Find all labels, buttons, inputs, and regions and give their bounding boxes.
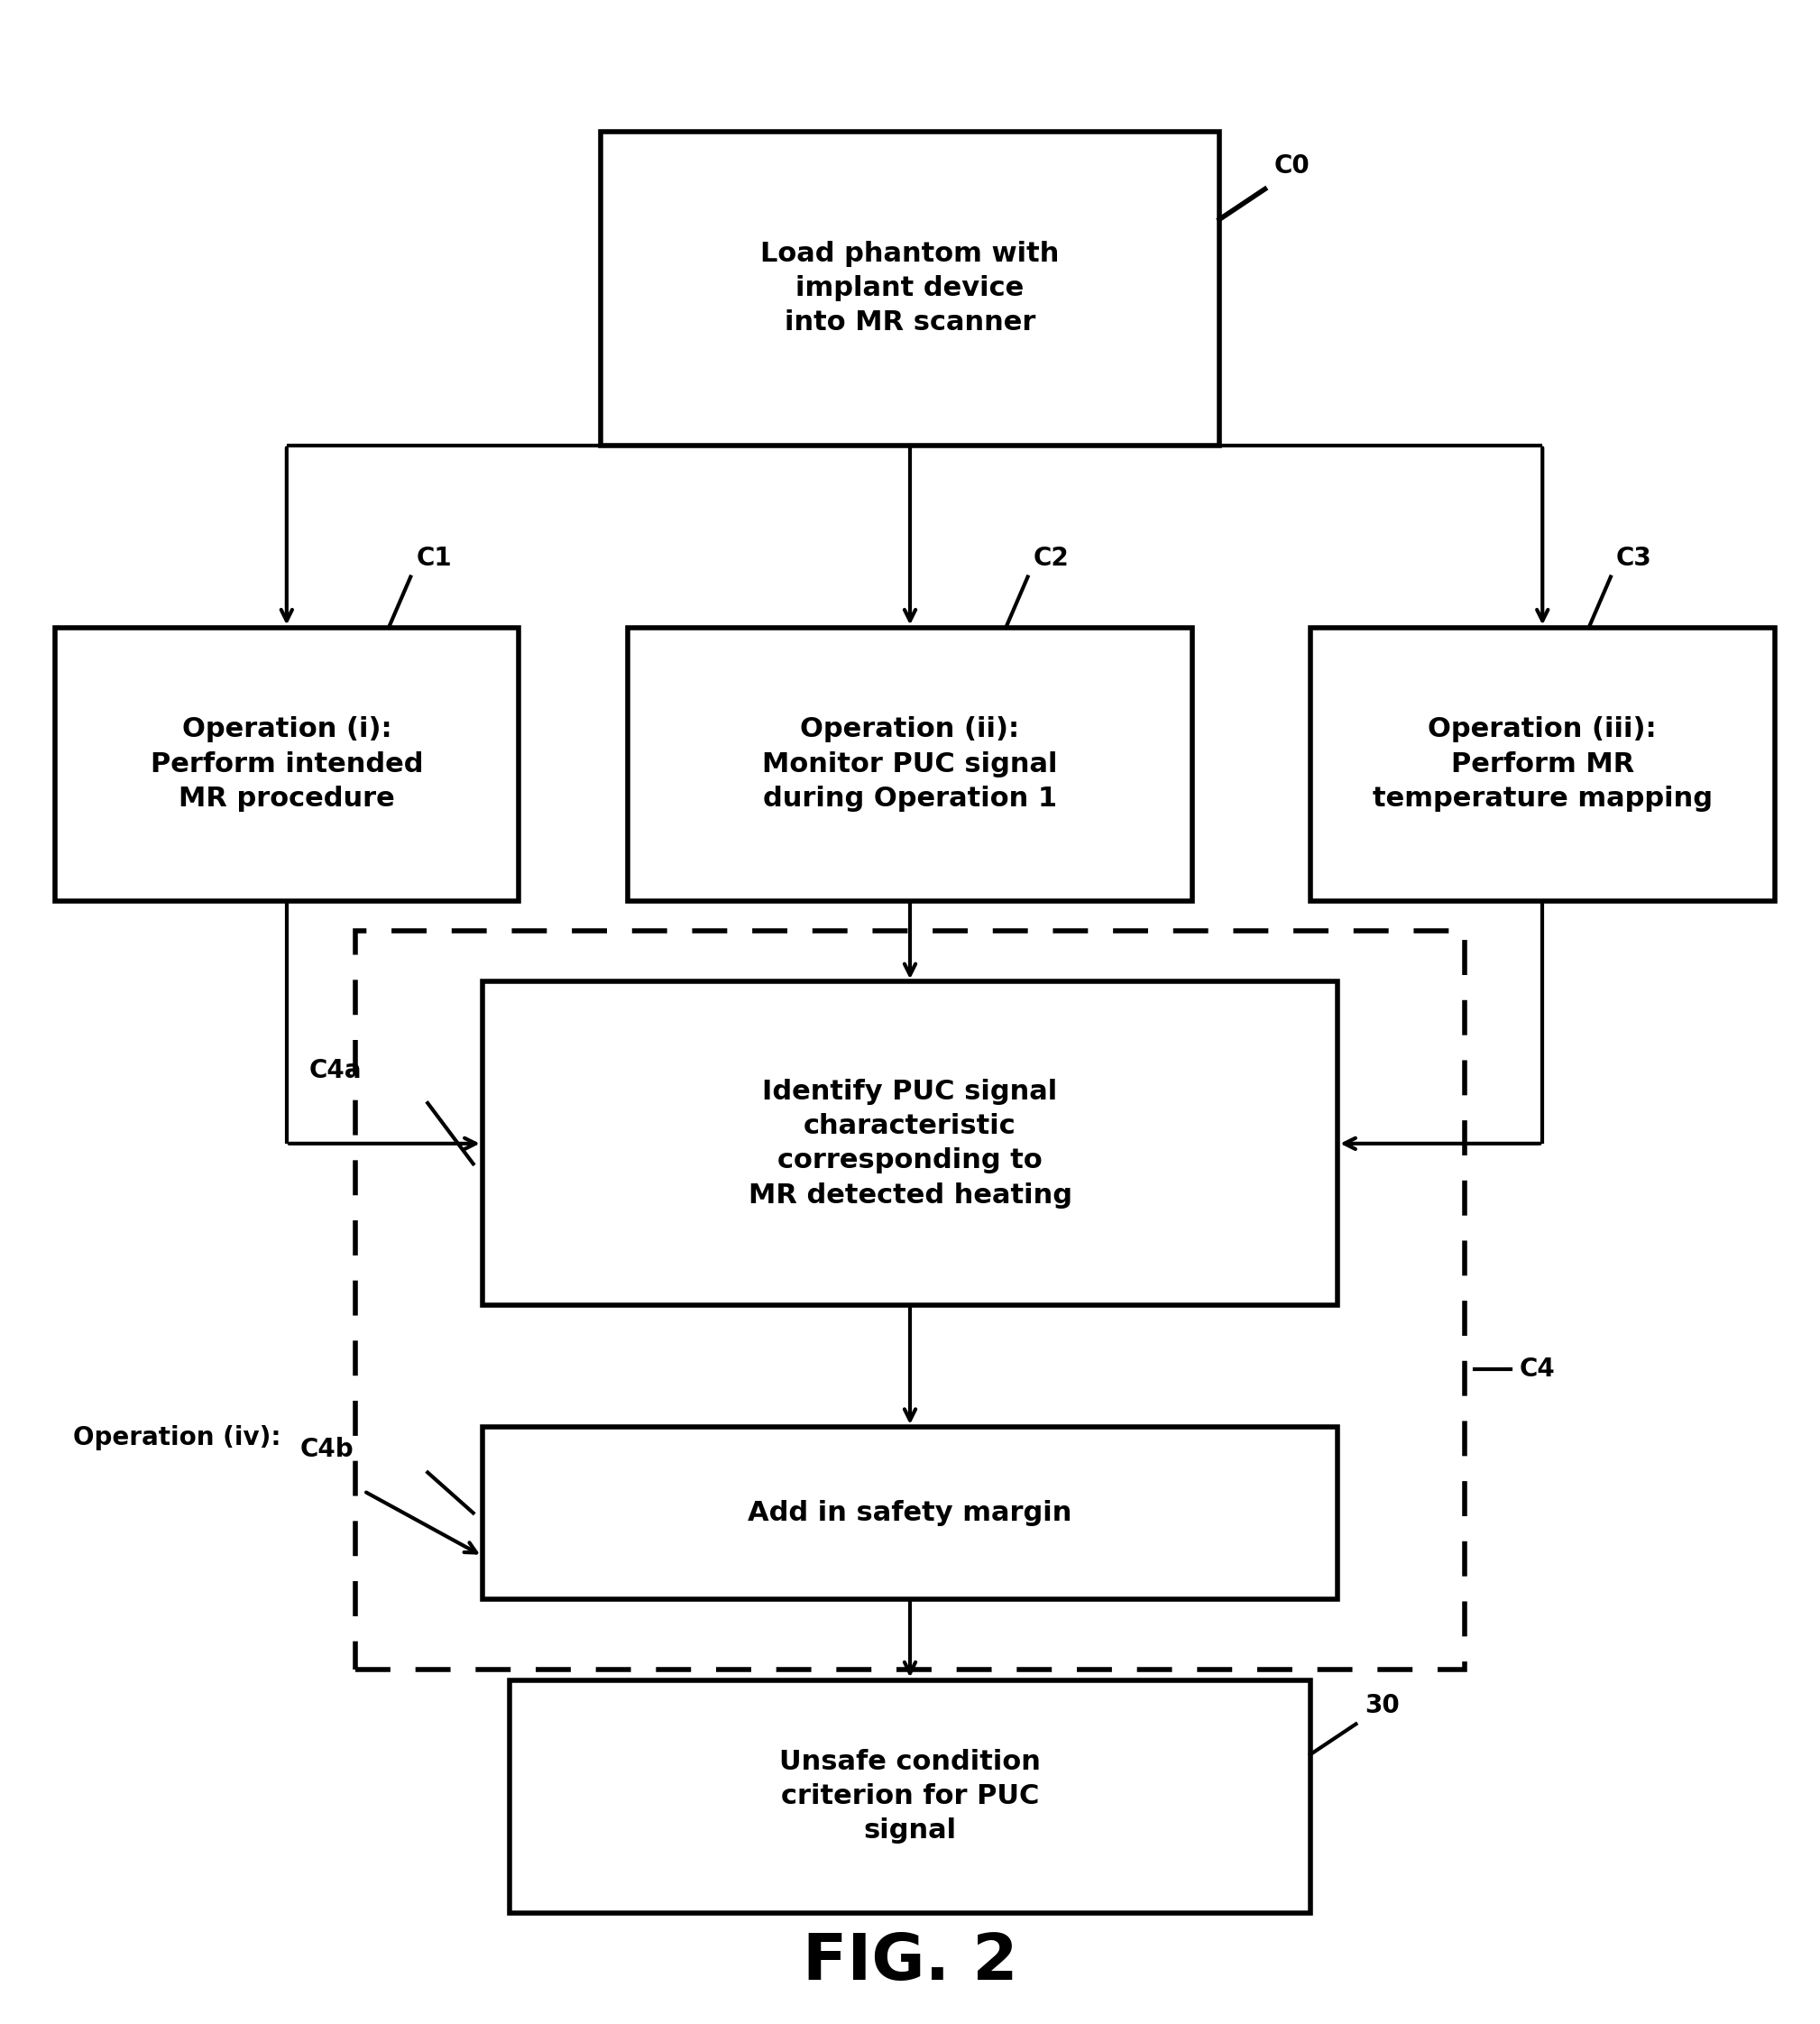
Text: Operation (iii):
Perform MR
temperature mapping: Operation (iii): Perform MR temperature … <box>1372 716 1713 812</box>
Text: C4b: C4b <box>300 1437 355 1461</box>
Bar <box>482 1427 1338 1599</box>
Bar <box>601 132 1219 445</box>
Text: Operation (iv):: Operation (iv): <box>73 1425 280 1451</box>
Text: C0: C0 <box>1274 154 1310 178</box>
Text: Load phantom with
implant device
into MR scanner: Load phantom with implant device into MR… <box>761 241 1059 336</box>
Text: C3: C3 <box>1616 546 1653 571</box>
Text: Identify PUC signal
characteristic
corresponding to
MR detected heating: Identify PUC signal characteristic corre… <box>748 1079 1072 1208</box>
Bar <box>510 1680 1310 1913</box>
Text: Operation (i):
Perform intended
MR procedure: Operation (i): Perform intended MR proce… <box>151 716 422 812</box>
Text: C2: C2 <box>1034 546 1068 571</box>
Bar <box>482 982 1338 1305</box>
Bar <box>55 627 519 901</box>
Text: C4a: C4a <box>309 1059 362 1083</box>
Bar <box>1310 627 1775 901</box>
Text: 30: 30 <box>1365 1692 1400 1718</box>
Text: Operation (ii):
Monitor PUC signal
during Operation 1: Operation (ii): Monitor PUC signal durin… <box>763 716 1057 812</box>
Text: Unsafe condition
criterion for PUC
signal: Unsafe condition criterion for PUC signa… <box>779 1749 1041 1844</box>
Bar <box>628 627 1192 901</box>
Text: FIG. 2: FIG. 2 <box>803 1931 1017 1994</box>
Text: Add in safety margin: Add in safety margin <box>748 1500 1072 1526</box>
Text: C4: C4 <box>1520 1356 1556 1382</box>
Bar <box>355 931 1465 1670</box>
Text: C1: C1 <box>417 546 451 571</box>
